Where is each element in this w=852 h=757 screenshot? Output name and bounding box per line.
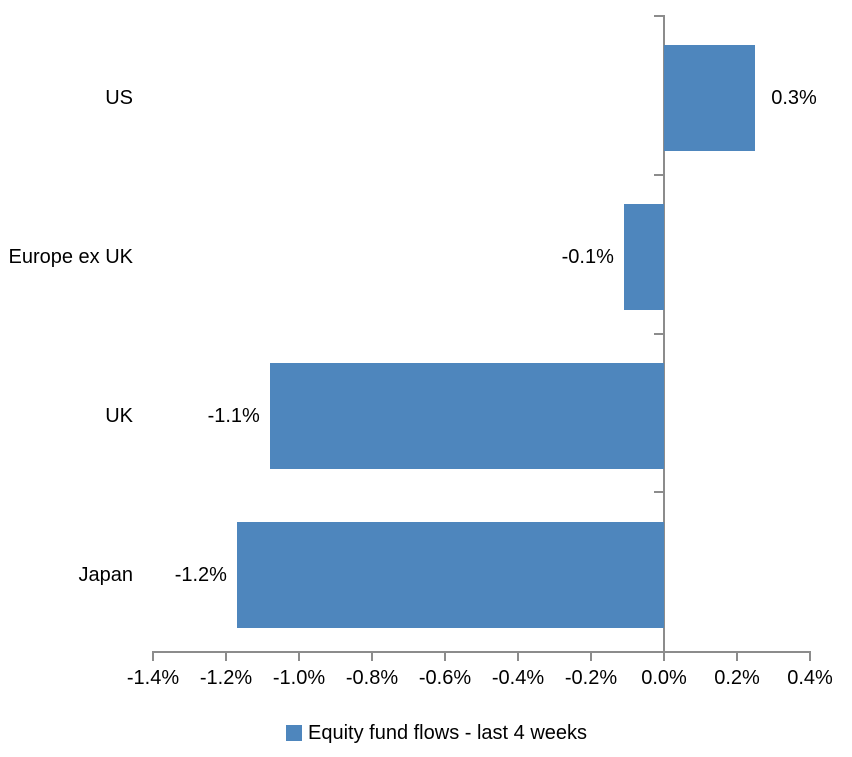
category-axis-line [663, 15, 665, 652]
legend: Equity fund flows - last 4 weeks [286, 721, 587, 745]
x-axis-tick [517, 653, 519, 661]
data-label-japan: -1.2% [174, 563, 227, 586]
category-axis-tick [654, 15, 663, 17]
bar-us [664, 45, 756, 152]
x-axis-tick [298, 653, 300, 661]
x-axis-tick-label: 0.0% [641, 667, 687, 689]
x-axis-tick-label: 0.2% [714, 667, 760, 689]
bar-japan [236, 521, 664, 628]
category-label-uk: UK [105, 404, 133, 427]
data-label-uk: -1.1% [207, 404, 260, 427]
x-axis-tick [225, 653, 227, 661]
data-label-us: 0.3% [771, 87, 817, 110]
x-axis-tick [371, 653, 373, 661]
x-axis-tick [736, 653, 738, 661]
x-axis-tick [663, 653, 665, 661]
x-axis-tick-label: 0.4% [787, 667, 833, 689]
data-label-europe-ex-uk: -0.1% [561, 246, 614, 269]
x-axis-tick [590, 653, 592, 661]
category-axis-tick [654, 491, 663, 494]
x-axis-tick-label: -0.2% [564, 667, 618, 689]
x-axis-tick-label: -1.0% [272, 667, 326, 689]
legend-label: Equity fund flows - last 4 weeks [308, 722, 588, 744]
x-axis-tick [152, 653, 154, 661]
bar-europe-ex-uk [623, 204, 664, 311]
x-axis-tick-label: -0.6% [418, 667, 472, 689]
category-axis-tick [654, 332, 663, 335]
x-axis-tick [444, 653, 446, 661]
legend-square-icon [286, 725, 302, 741]
category-label-us: US [105, 87, 133, 110]
category-label-japan: Japan [78, 563, 134, 586]
x-axis-tick-label: -1.2% [199, 667, 253, 689]
x-axis-tick-label: -1.4% [126, 667, 180, 689]
bar-uk [269, 362, 664, 469]
x-axis-tick [809, 653, 811, 661]
x-axis-line [152, 651, 811, 653]
category-label-europe-ex-uk: Europe ex UK [8, 246, 133, 269]
x-axis-tick-label: -0.8% [345, 667, 399, 689]
x-axis-tick-label: -0.4% [491, 667, 545, 689]
category-axis-tick [654, 173, 663, 176]
